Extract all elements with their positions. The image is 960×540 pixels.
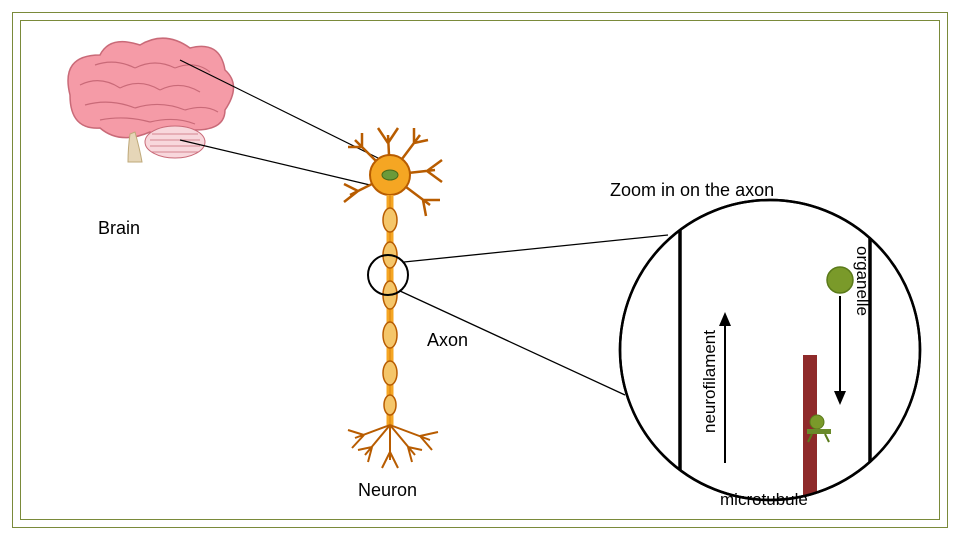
axon-label: Axon bbox=[427, 330, 468, 351]
zoom-title: Zoom in on the axon bbox=[610, 180, 774, 201]
brain-icon bbox=[68, 38, 234, 162]
zoom-line-top bbox=[404, 235, 668, 262]
neurofilament-label: neurofilament bbox=[700, 330, 720, 433]
diagram-canvas bbox=[0, 0, 960, 540]
axon-zoom-detail bbox=[620, 170, 920, 535]
brain-label: Brain bbox=[98, 218, 140, 239]
neuron-icon bbox=[344, 128, 442, 468]
neuron-label: Neuron bbox=[358, 480, 417, 501]
microtubule-label: microtubule bbox=[720, 490, 808, 510]
organelle-label: organelle bbox=[852, 246, 872, 316]
brain-to-neuron-line-bottom bbox=[180, 140, 370, 185]
slide: Zoom in on the axon Brain Axon Neuron ne… bbox=[0, 0, 960, 540]
